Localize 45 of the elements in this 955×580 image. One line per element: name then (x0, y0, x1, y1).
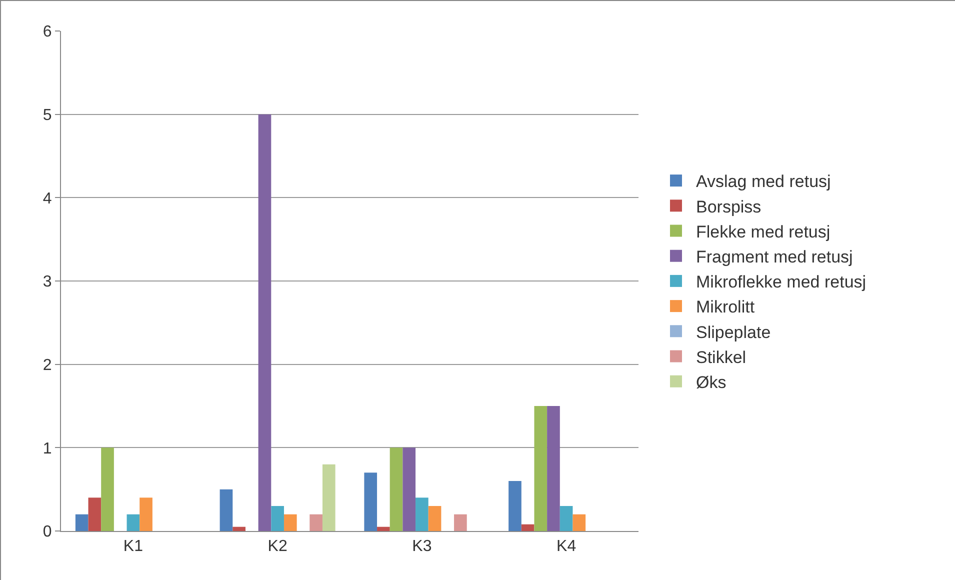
bar (284, 514, 297, 531)
y-tick-label: 4 (42, 190, 52, 208)
bar (428, 506, 442, 531)
x-tick-label: K3 (412, 538, 432, 556)
bar (310, 514, 322, 531)
y-tick-label: 1 (42, 440, 52, 458)
bar (75, 514, 88, 531)
legend-label: Avslag med retusj (696, 172, 831, 192)
x-tick-label: K1 (123, 538, 144, 556)
y-tick-label: 3 (42, 274, 52, 291)
bar (258, 114, 272, 531)
bar (88, 498, 102, 531)
bar (322, 464, 336, 531)
bar (521, 524, 534, 531)
legend-label: Mikroflekke med retusj (696, 272, 866, 292)
y-tick-label: 0 (42, 524, 52, 541)
bar (271, 506, 284, 531)
legend-label: Flekke med retusj (696, 222, 830, 242)
legend-label: Stikkel (696, 348, 746, 367)
x-tick-label: K4 (556, 538, 576, 556)
bar (220, 489, 233, 531)
bar (560, 506, 573, 531)
bar (534, 406, 548, 531)
legend-label: Øks (696, 372, 726, 392)
legend-label: Fragment med retusj (696, 247, 853, 266)
bar (101, 448, 114, 531)
bar (390, 448, 403, 531)
bar (454, 514, 467, 531)
bar (126, 514, 140, 531)
bar (402, 448, 416, 531)
bar (364, 472, 378, 531)
bar (508, 481, 522, 531)
legend-label: Slipeplate (696, 322, 771, 342)
y-tick-label: 5 (42, 106, 52, 124)
legend-label: Borspiss (696, 197, 762, 216)
bar (572, 514, 586, 531)
bar (416, 498, 428, 531)
y-tick-label: 6 (42, 24, 52, 41)
bar (377, 526, 390, 531)
x-tick-label: K2 (268, 538, 288, 556)
bar (547, 406, 560, 531)
bar (140, 498, 152, 531)
legend-label: Mikrolitt (696, 298, 755, 317)
y-tick-label: 2 (42, 356, 52, 374)
bar (232, 526, 246, 531)
